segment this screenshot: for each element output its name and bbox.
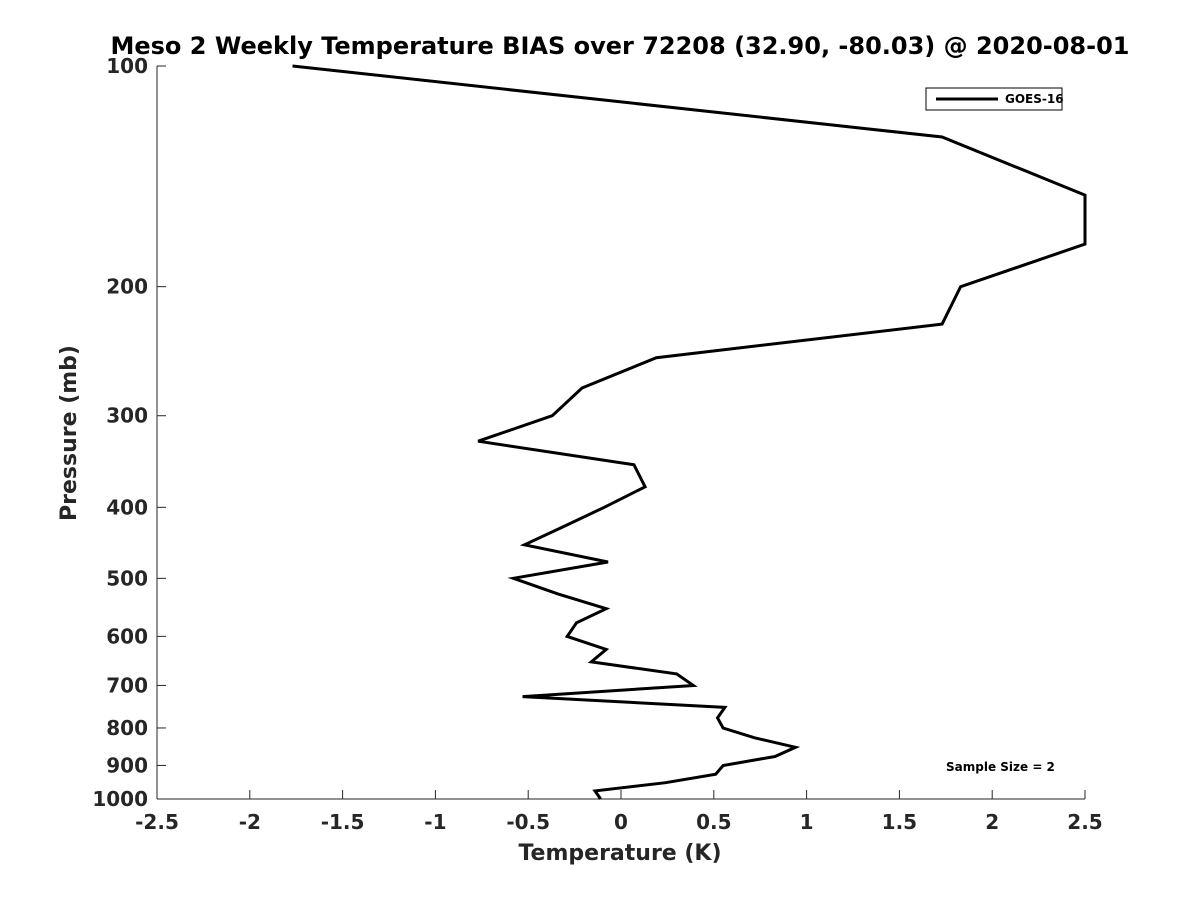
y-tick-label: 1000 [92,787,148,811]
y-tick-label: 900 [106,753,148,777]
y-tick-label: 600 [106,624,148,648]
legend-label-goes-16: GOES-16 [1005,92,1064,106]
x-tick-label: -1 [424,810,446,834]
x-tick-label: 0.5 [696,810,731,834]
x-tick-label: 1 [800,810,814,834]
chart-title: Meso 2 Weekly Temperature BIAS over 7220… [110,32,1129,60]
x-tick-label: 2 [985,810,999,834]
y-tick-label: 700 [106,673,148,697]
x-tick-label: 0 [614,810,628,834]
x-tick-label: -2.5 [135,810,179,834]
y-tick-label: 300 [106,404,148,428]
y-tick-label: 800 [106,716,148,740]
y-tick-label: 100 [106,54,148,78]
series-layer [292,64,1087,800]
series-line-goes-16 [292,64,1087,800]
legend: GOES-16 [925,87,1064,111]
y-tick-label: 500 [106,566,148,590]
y-axis-ticks: 100 200 300 400 500 600 700 800 900 1000 [92,54,166,811]
x-tick-label: -0.5 [506,810,550,834]
x-tick-label: -2 [239,810,261,834]
x-tick-label: 2.5 [1067,810,1102,834]
x-axis-ticks: -2.5 -2 -1.5 -1 -0.5 0 0.5 1 1.5 2 2.5 [135,790,1103,834]
x-tick-label: 1.5 [882,810,917,834]
y-tick-label: 400 [106,495,148,519]
y-axis-label: Pressure (mb) [57,345,82,521]
y-tick-label: 200 [106,275,148,299]
x-axis-label: Temperature (K) [518,841,721,866]
x-tick-label: -1.5 [321,810,365,834]
sample-size-annotation: Sample Size = 2 [946,760,1055,774]
